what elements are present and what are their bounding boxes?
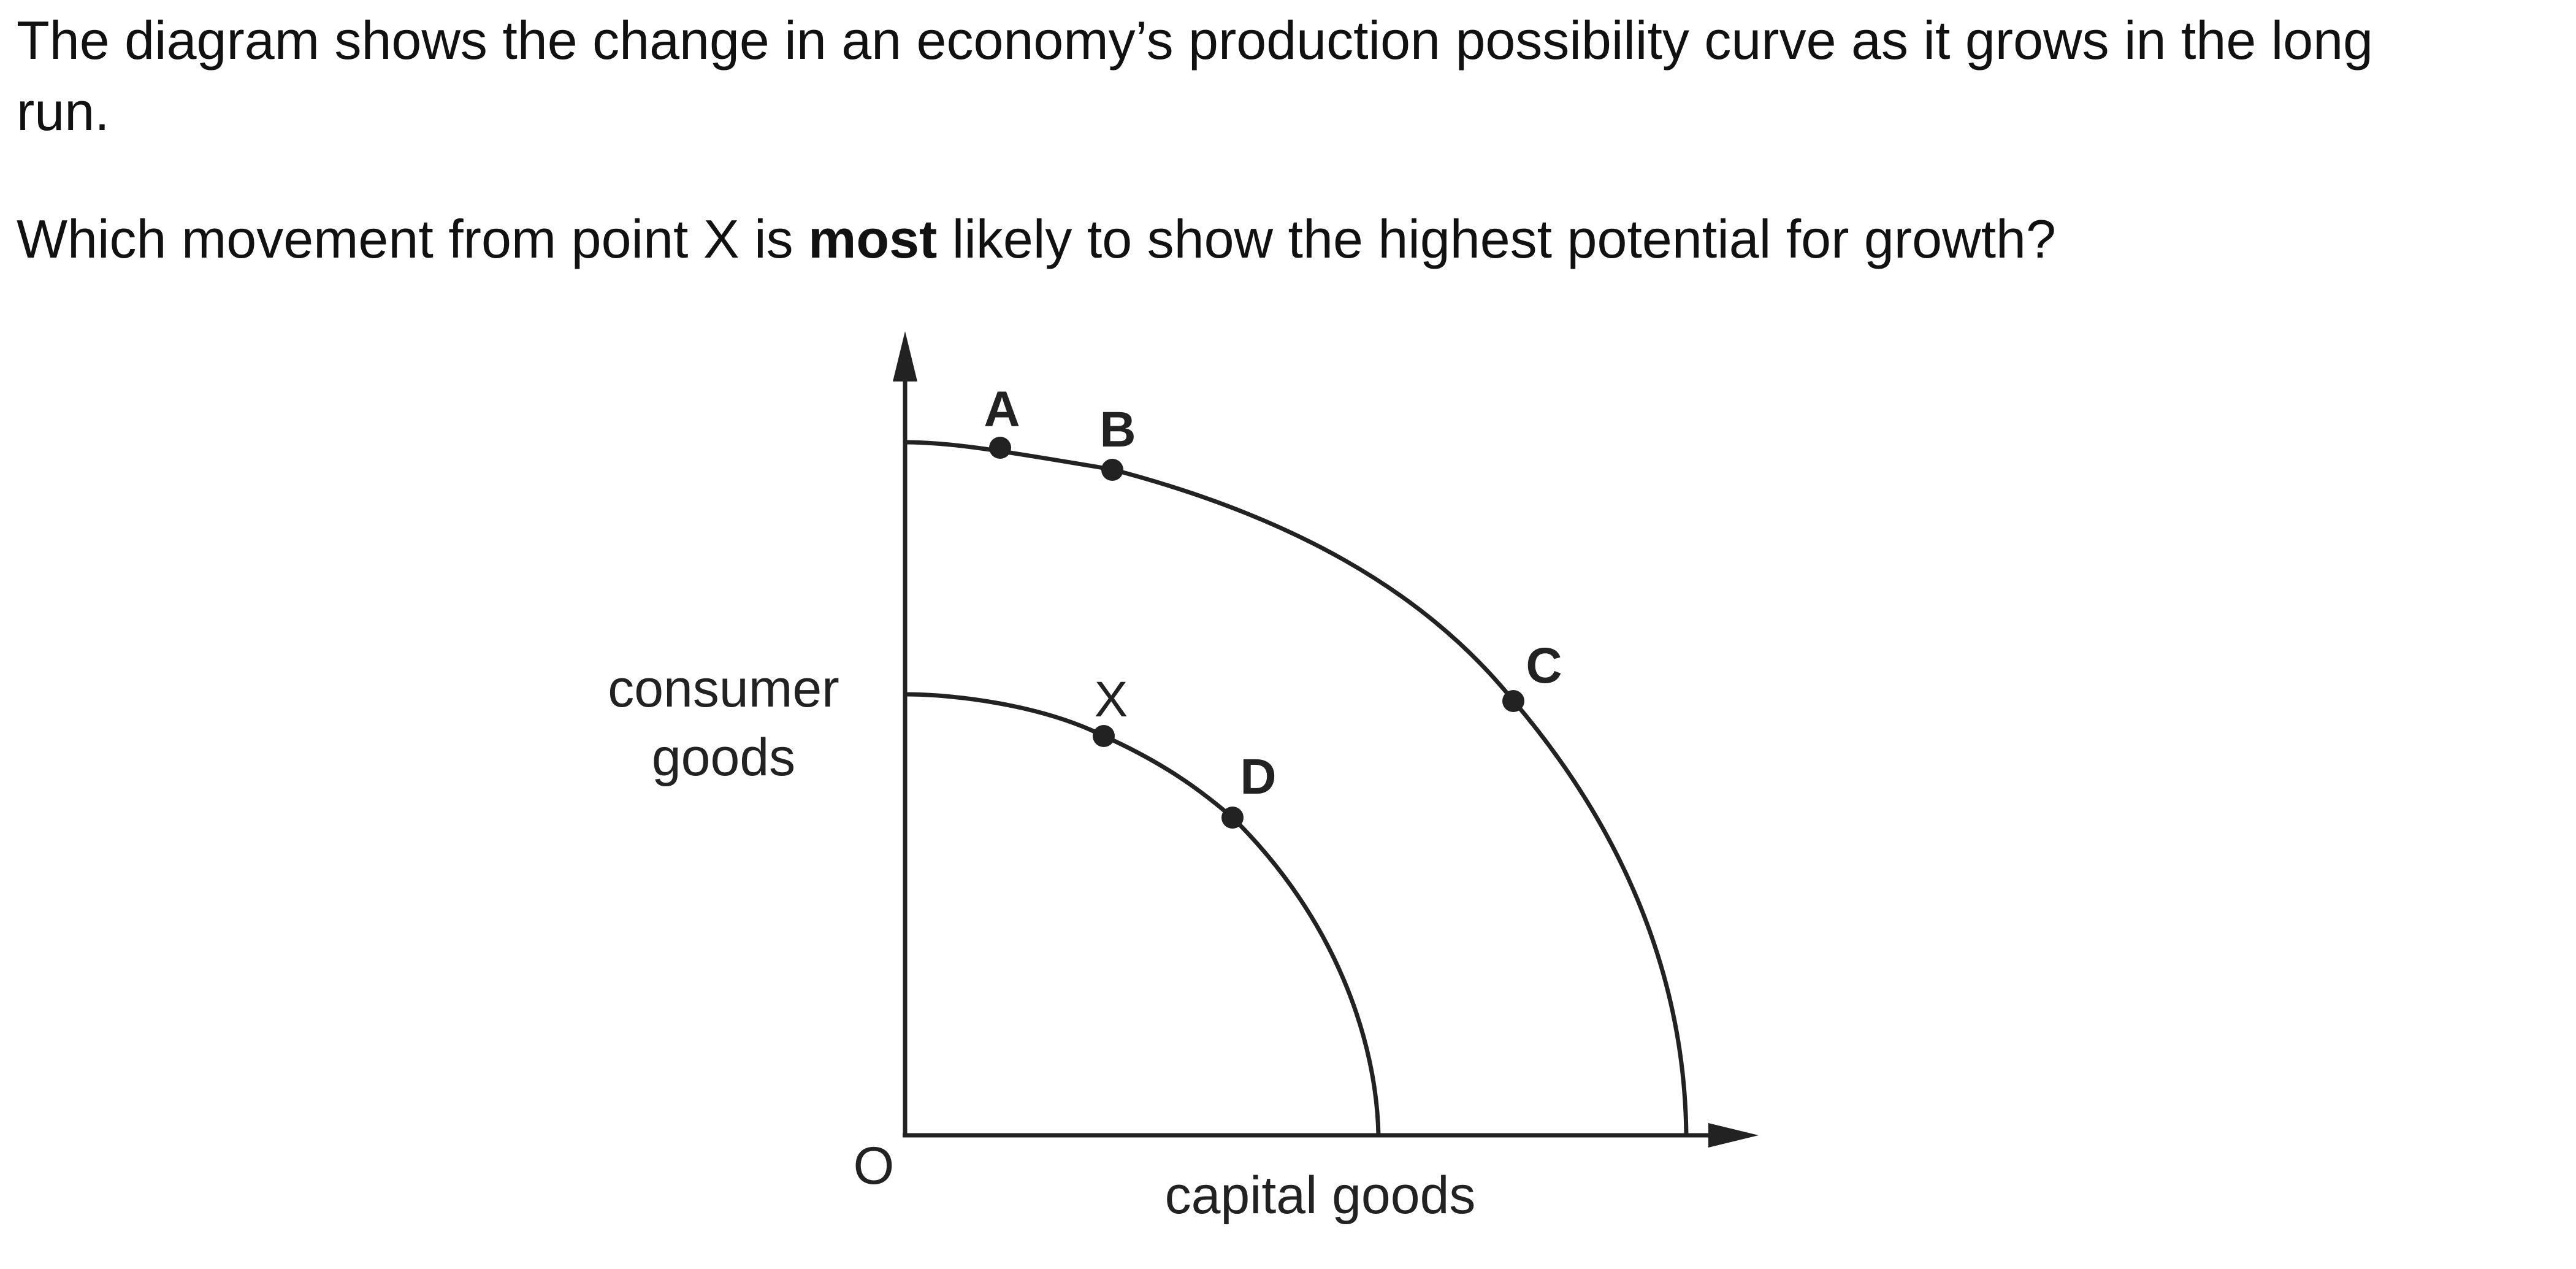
point-x [1093, 725, 1115, 747]
point-d [1221, 807, 1244, 829]
question-ask-emphasis: most [808, 209, 938, 269]
y-axis-label-line1: consumer [608, 659, 839, 718]
y-axis-arrowhead [893, 331, 917, 381]
question-ask: Which movement from point X is most like… [17, 204, 2469, 275]
point-a [989, 437, 1011, 459]
point-a-label: A [984, 381, 1020, 437]
x-axis-label: capital goods [1165, 1166, 1476, 1225]
point-b-label: B [1099, 402, 1136, 458]
point-c [1502, 690, 1524, 712]
point-x-label: X [1095, 672, 1128, 727]
point-b [1101, 459, 1123, 481]
point-d-label: D [1240, 749, 1276, 805]
question-ask-after: likely to show the highest potential for… [937, 209, 2056, 269]
outer-ppc-curve [904, 440, 1689, 1136]
y-axis-label-line2: goods [652, 728, 795, 787]
question-intro: The diagram shows the change in an econo… [17, 10, 2374, 142]
inner-ppc-curve [904, 692, 1381, 1136]
question-ask-before: Which movement from point X is [17, 209, 809, 269]
question-text: The diagram shows the change in an econo… [17, 5, 2469, 275]
point-c-label: C [1526, 638, 1562, 694]
x-axis-arrowhead [1708, 1123, 1759, 1148]
origin-label: O [854, 1137, 895, 1195]
